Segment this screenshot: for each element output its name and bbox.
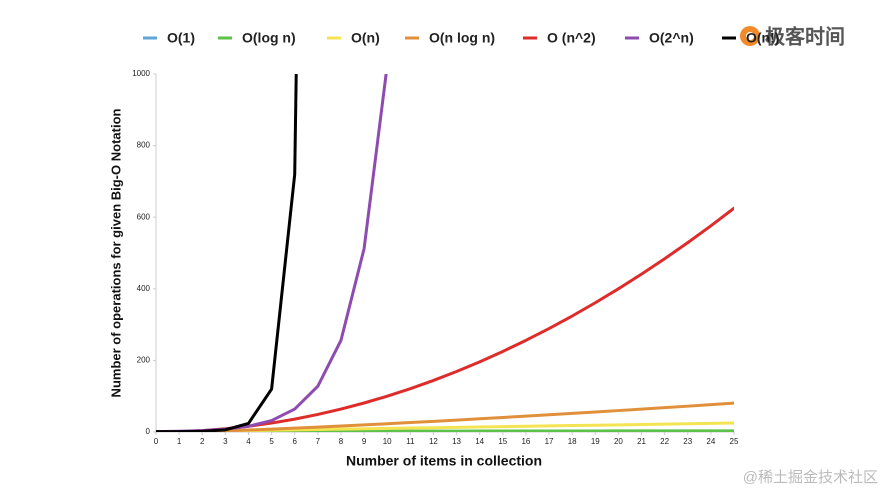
x-tick-label: 4 [246,437,251,446]
x-axis-label: Number of items in collection [346,453,542,469]
x-tick-label: 17 [545,437,554,446]
x-tick-label: 5 [269,437,274,446]
y-tick-label: 400 [137,284,151,293]
legend-label: O (n^2) [547,30,596,46]
legend-label: O(n log n) [429,30,495,46]
x-tick-label: 1 [177,437,182,446]
legend-label: O(n) [351,30,380,46]
x-tick-label: 25 [730,437,739,446]
x-tick-label: 9 [362,437,367,446]
x-tick-label: 3 [223,437,228,446]
x-tick-label: 23 [683,437,692,446]
x-tick-label: 21 [637,437,646,446]
y-tick-label: 200 [137,356,151,365]
y-tick-label: 1000 [132,69,150,78]
series-line [156,401,734,432]
x-tick-label: 22 [660,437,669,446]
y-tick-label: 0 [146,427,151,436]
x-tick-label: 16 [521,437,530,446]
x-tick-label: 8 [339,437,344,446]
x-tick-label: 15 [498,437,507,446]
x-tick-label: 18 [568,437,577,446]
x-tick-label: 2 [200,437,205,446]
x-tick-label: 7 [316,437,321,446]
legend-label: O(n!) [746,30,779,46]
x-tick-label: 19 [591,437,600,446]
x-tick-label: 12 [429,437,438,446]
series-line [156,74,298,432]
legend-label: O(1) [167,30,195,46]
x-tick-label: 24 [706,437,715,446]
y-tick-label: 800 [137,141,151,150]
x-tick-label: 13 [452,437,461,446]
legend-label: O(log n) [242,30,296,46]
x-tick-label: 6 [292,437,297,446]
watermark-logo [740,26,760,46]
y-axis-label: Number of operations for given Big-O Not… [108,108,123,397]
y-tick-label: 600 [137,212,151,221]
x-tick-label: 20 [614,437,623,446]
legend-label: O(2^n) [649,30,694,46]
watermark: @稀土掘金技术社区 [743,469,878,486]
plot-area [156,74,734,432]
watermark: 极客时间 [765,24,845,48]
series-line [156,206,734,432]
x-tick-label: 11 [406,437,415,446]
x-tick-label: 14 [475,437,484,446]
x-tick-label: 0 [154,437,159,446]
x-tick-label: 10 [383,437,392,446]
